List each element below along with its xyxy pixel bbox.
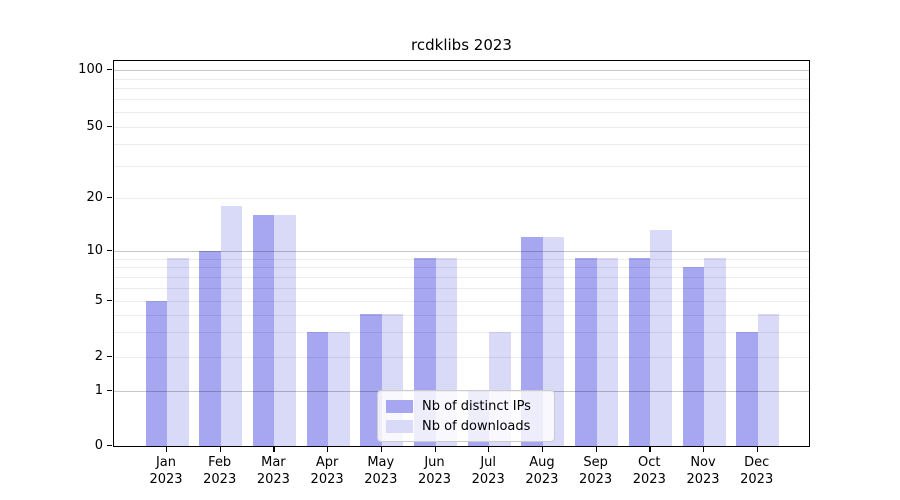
bar-downloads-feb	[220, 205, 243, 446]
y-tick-2	[107, 356, 112, 358]
y-tick-label-100: 100	[78, 62, 103, 77]
y-tick-20	[107, 197, 112, 199]
gridline-minor-80	[114, 88, 809, 90]
x-tick-may	[380, 447, 383, 452]
y-tick-50	[107, 125, 112, 127]
bar-distinct-ips-sep	[575, 258, 597, 446]
chart-title: rcdklibs 2023	[411, 36, 512, 54]
x-tick-jan	[166, 447, 168, 452]
x-tick-jun	[434, 447, 436, 452]
y-tick-label-5: 5	[94, 293, 103, 308]
bar-distinct-ips-apr	[306, 331, 329, 446]
x-tick-oct	[649, 447, 651, 452]
bar-downloads-mar	[274, 214, 296, 446]
x-tick-label-apr: Apr 2023	[310, 455, 344, 487]
bar-distinct-ips-oct	[628, 258, 651, 446]
x-tick-label-sep: Sep 2023	[579, 455, 613, 487]
x-tick-nov	[703, 447, 705, 452]
bar-distinct-ips-mar	[252, 214, 275, 446]
x-tick-label-mar: Mar 2023	[256, 455, 290, 487]
y-tick-1	[107, 390, 112, 392]
bar-distinct-ips-may	[360, 314, 382, 446]
gridline-minor-90	[114, 78, 809, 80]
x-tick-aug	[541, 447, 544, 452]
gridline-minor-70	[114, 99, 809, 101]
bar-downloads-oct	[650, 230, 672, 446]
y-tick-label-10: 10	[86, 243, 103, 258]
x-tick-label-oct: Oct 2023	[632, 455, 666, 487]
bar-downloads-sep	[596, 258, 619, 446]
bar-distinct-ips-dec	[736, 331, 758, 446]
x-tick-label-may: May 2023	[364, 455, 398, 487]
x-tick-jul	[488, 447, 490, 452]
y-tick-0	[107, 445, 112, 447]
bar-downloads-nov	[704, 258, 726, 446]
x-tick-apr	[327, 447, 329, 452]
legend-label-downloads: Nb of downloads	[422, 418, 531, 434]
bar-downloads-jan	[167, 258, 189, 446]
legend-row-distinct-ips: Nb of distinct IPs	[386, 396, 546, 416]
gridline-minor-30	[114, 166, 809, 168]
legend-row-downloads: Nb of downloads	[386, 416, 546, 436]
gridline-minor-20	[114, 198, 809, 199]
x-tick-label-aug: Aug 2023	[525, 455, 559, 487]
x-tick-label-nov: Nov 2023	[686, 455, 720, 487]
legend-swatch-distinct-ips	[386, 399, 413, 413]
gridline-minor-50	[114, 126, 809, 128]
x-tick-mar	[273, 447, 275, 452]
bar-distinct-ips-jan	[145, 300, 167, 446]
x-tick-dec	[756, 447, 758, 452]
x-tick-label-jan: Jan 2023	[149, 455, 183, 487]
x-tick-label-feb: Feb 2023	[203, 455, 237, 487]
y-tick-100	[107, 69, 112, 71]
legend: Nb of distinct IPs Nb of downloads	[377, 390, 555, 442]
gridline-major-100	[114, 70, 809, 72]
x-tick-feb	[219, 447, 221, 452]
y-tick-label-50: 50	[86, 118, 103, 134]
gridline-minor-40	[114, 143, 809, 145]
y-tick-label-20: 20	[86, 190, 103, 205]
bar-downloads-dec	[757, 314, 780, 446]
bar-downloads-apr	[328, 331, 350, 446]
y-tick-label-0: 0	[94, 438, 103, 453]
y-tick-label-1: 1	[94, 383, 103, 398]
legend-label-distinct-ips: Nb of distinct IPs	[422, 398, 531, 414]
y-tick-label-2: 2	[94, 349, 103, 364]
x-tick-sep	[595, 447, 597, 452]
plot-area	[113, 60, 810, 447]
x-tick-label-jun: Jun 2023	[417, 455, 452, 487]
x-tick-label-jul: Jul 2023	[471, 455, 505, 487]
bar-distinct-ips-nov	[682, 266, 704, 446]
y-tick-10	[107, 250, 112, 252]
x-tick-label-dec: Dec 2023	[740, 455, 774, 487]
legend-swatch-downloads	[386, 419, 413, 433]
bar-distinct-ips-feb	[199, 250, 221, 446]
gridline-minor-60	[114, 111, 809, 113]
y-tick-5	[107, 300, 112, 302]
